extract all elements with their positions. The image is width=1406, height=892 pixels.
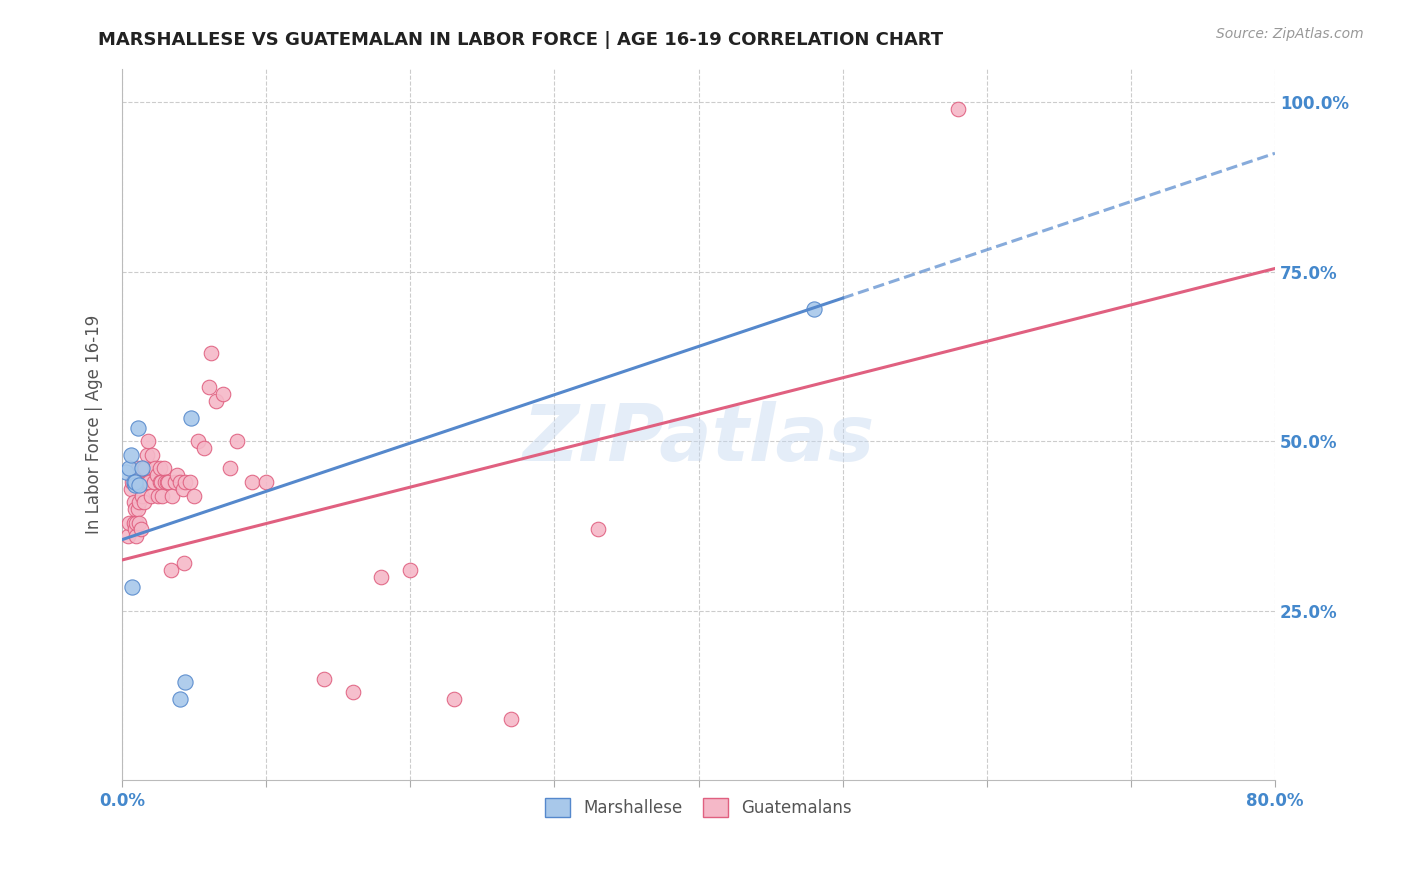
Point bbox=[153, 461, 176, 475]
Point bbox=[180, 410, 202, 425]
Point bbox=[155, 475, 177, 489]
Point bbox=[226, 434, 249, 449]
Point bbox=[212, 387, 235, 401]
Point bbox=[131, 461, 153, 475]
Point bbox=[124, 478, 146, 492]
Point bbox=[118, 516, 141, 530]
Point bbox=[122, 495, 145, 509]
Point bbox=[152, 489, 174, 503]
Point bbox=[169, 475, 191, 489]
Point bbox=[139, 489, 162, 503]
Point bbox=[120, 448, 142, 462]
Point bbox=[370, 570, 392, 584]
Point bbox=[122, 516, 145, 530]
Point bbox=[443, 692, 465, 706]
Text: Source: ZipAtlas.com: Source: ZipAtlas.com bbox=[1216, 27, 1364, 41]
Point bbox=[135, 475, 157, 489]
Point bbox=[174, 675, 197, 690]
Point bbox=[342, 685, 364, 699]
Point bbox=[125, 516, 148, 530]
Point bbox=[120, 482, 142, 496]
Y-axis label: In Labor Force | Age 16-19: In Labor Force | Age 16-19 bbox=[86, 315, 103, 534]
Point bbox=[146, 489, 169, 503]
Point bbox=[240, 475, 263, 489]
Point bbox=[135, 448, 157, 462]
Point bbox=[124, 523, 146, 537]
Point bbox=[165, 475, 187, 489]
Point bbox=[128, 478, 150, 492]
Point bbox=[145, 468, 167, 483]
Point bbox=[179, 475, 201, 489]
Point bbox=[127, 421, 149, 435]
Point bbox=[148, 475, 170, 489]
Point bbox=[122, 475, 145, 489]
Point bbox=[183, 489, 205, 503]
Point bbox=[312, 672, 335, 686]
Point bbox=[118, 461, 141, 475]
Point bbox=[129, 475, 152, 489]
Point bbox=[125, 529, 148, 543]
Point bbox=[132, 495, 155, 509]
Point bbox=[204, 393, 226, 408]
Point bbox=[131, 489, 153, 503]
Point bbox=[193, 441, 215, 455]
Point bbox=[132, 461, 155, 475]
Point bbox=[219, 461, 242, 475]
Point bbox=[200, 346, 222, 360]
Point bbox=[254, 475, 277, 489]
Point bbox=[160, 563, 183, 577]
Point bbox=[142, 475, 165, 489]
Point bbox=[127, 502, 149, 516]
Point bbox=[115, 465, 138, 479]
Point bbox=[172, 482, 194, 496]
Point bbox=[134, 461, 156, 475]
Point bbox=[803, 302, 825, 317]
Point bbox=[148, 461, 170, 475]
Point bbox=[501, 712, 523, 726]
Point bbox=[136, 475, 159, 489]
Point bbox=[117, 529, 139, 543]
Point bbox=[128, 495, 150, 509]
Point bbox=[946, 102, 969, 116]
Point bbox=[157, 475, 180, 489]
Point bbox=[136, 434, 159, 449]
Point bbox=[173, 557, 195, 571]
Point bbox=[134, 475, 156, 489]
Point bbox=[586, 523, 609, 537]
Point bbox=[121, 580, 143, 594]
Point bbox=[187, 434, 209, 449]
Point bbox=[125, 475, 148, 489]
Point bbox=[129, 523, 152, 537]
Point bbox=[143, 461, 166, 475]
Point bbox=[197, 380, 219, 394]
Point bbox=[138, 475, 160, 489]
Point bbox=[141, 448, 163, 462]
Legend: Marshallese, Guatemalans: Marshallese, Guatemalans bbox=[537, 790, 860, 825]
Point bbox=[149, 475, 172, 489]
Point bbox=[128, 516, 150, 530]
Point bbox=[399, 563, 422, 577]
Point bbox=[156, 475, 179, 489]
Text: ZIPatlas: ZIPatlas bbox=[523, 401, 875, 476]
Point bbox=[121, 475, 143, 489]
Point bbox=[124, 502, 146, 516]
Point bbox=[169, 692, 191, 706]
Point bbox=[174, 475, 197, 489]
Point bbox=[162, 489, 184, 503]
Point bbox=[127, 461, 149, 475]
Point bbox=[166, 468, 188, 483]
Point bbox=[124, 475, 146, 489]
Text: MARSHALLESE VS GUATEMALAN IN LABOR FORCE | AGE 16-19 CORRELATION CHART: MARSHALLESE VS GUATEMALAN IN LABOR FORCE… bbox=[98, 31, 943, 49]
